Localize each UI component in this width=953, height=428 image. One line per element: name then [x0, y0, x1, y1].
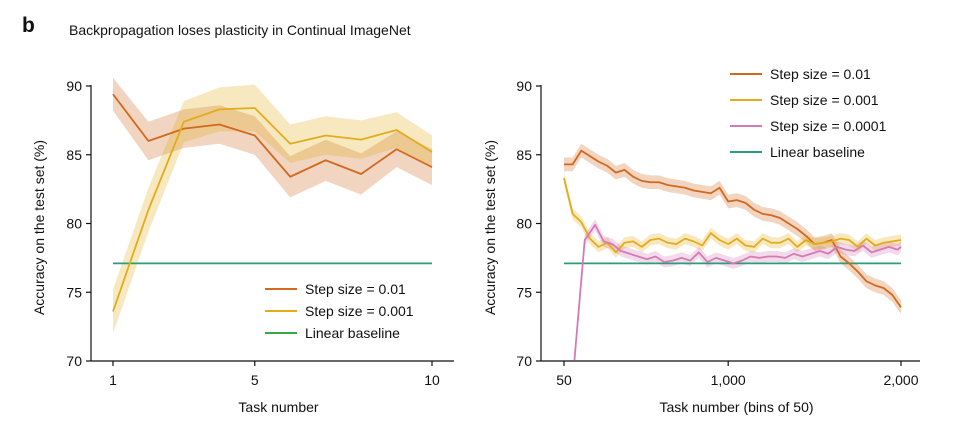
series-line-0	[564, 149, 902, 308]
series-band-1	[113, 84, 432, 334]
y-tick-label: 90	[516, 78, 532, 94]
legend: Step size = 0.01 Step size = 0.001 Step si…	[730, 66, 887, 160]
y-tick-label: 70	[66, 353, 82, 369]
legend-label: Step size = 0.01	[305, 281, 406, 297]
x-tick-label: 1	[109, 372, 117, 388]
series-band-2	[574, 219, 901, 360]
x-axis-label: Task number (bins of 50)	[659, 399, 813, 415]
legend-label: Step size = 0.001	[305, 303, 414, 319]
legend-label: Step size = 0.01	[770, 66, 871, 82]
series-line-1	[563, 177, 902, 254]
y-axis-label: Accuracy on the test set (%)	[482, 140, 498, 315]
y-tick-label: 70	[516, 353, 532, 369]
x-tick-label: 2,000	[883, 372, 918, 388]
series-band-1	[564, 172, 901, 258]
plot-area	[563, 143, 902, 360]
x-tick-label: 5	[251, 372, 259, 388]
y-tick-label: 85	[516, 147, 532, 163]
series-line-0	[112, 93, 433, 178]
series-line-1	[112, 107, 433, 312]
legend-label: Step size = 0.001	[770, 92, 879, 108]
y-tick-label: 80	[516, 216, 532, 232]
y-tick-label: 75	[66, 284, 82, 300]
legend-label: Linear baseline	[305, 325, 400, 341]
series-band-0	[113, 77, 432, 198]
x-tick-label: 10	[424, 372, 440, 388]
series-band-0	[564, 143, 901, 315]
legend: Step size = 0.01 Step size = 0.001 Linear …	[265, 281, 414, 341]
panel-label: b	[22, 14, 35, 37]
plot-area	[112, 77, 433, 334]
y-tick-label: 90	[66, 78, 82, 94]
series-line-2	[573, 223, 902, 360]
x-tick-label: 1,000	[711, 372, 746, 388]
y-tick-label: 75	[516, 284, 532, 300]
x-tick-label: 50	[556, 372, 572, 388]
legend-label: Linear baseline	[770, 144, 865, 160]
figure-title: Backpropagation loses plasticity in Cont…	[69, 22, 411, 38]
y-tick-label: 85	[66, 147, 82, 163]
legend-label: Step size = 0.0001	[770, 118, 887, 134]
x-axis-label: Task number	[238, 399, 318, 415]
y-axis-label: Accuracy on the test set (%)	[31, 140, 47, 315]
y-tick-label: 80	[66, 216, 82, 232]
